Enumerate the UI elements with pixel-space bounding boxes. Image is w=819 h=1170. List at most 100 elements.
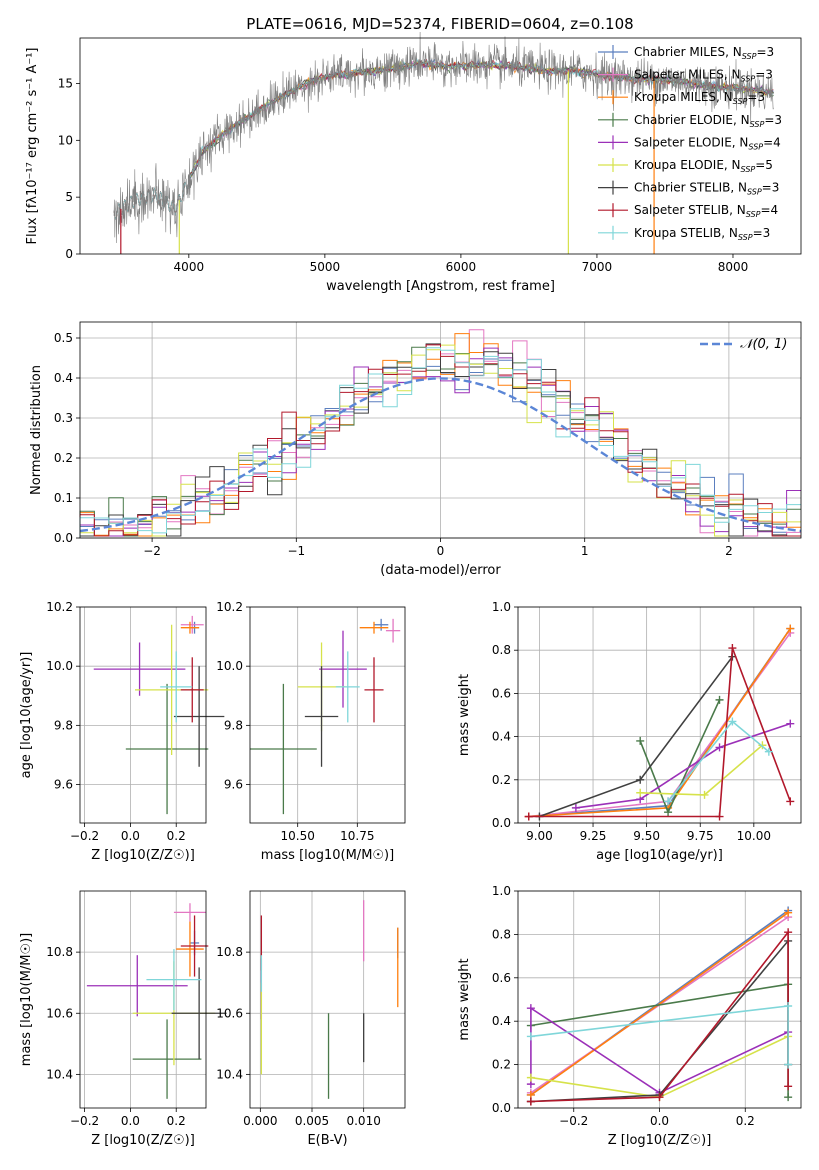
weight_vs_age-ytick-label: 0.4 [492,730,511,744]
age_vs_mass-ytick-label: 10.2 [216,600,243,614]
residuals-ylabel: Normed distribution [29,365,44,495]
age_vs_mass-xtick-label: 10.50 [281,829,315,843]
spectrum-legend-label: Salpeter MILES, NSSP=3 [634,68,773,84]
age_vs_mass-ytick-label: 10.0 [216,659,243,673]
residuals-xtick-label: 2 [725,544,733,558]
residuals-xtick-label: 0 [437,544,445,558]
weight_vs_age-marker [728,717,737,726]
weight_vs_Z-xtick-label: 0.2 [736,1114,755,1128]
mass_vs_Z-xtick-label: 0.2 [167,1114,186,1128]
age_vs_mass-ytick-label: 9.6 [224,778,243,792]
age_vs_Z-ytick-label: 10.0 [46,659,73,673]
weight_vs_Z-xtick-label: 0.0 [650,1114,669,1128]
weight_vs_Z-marker [526,1032,535,1041]
residuals-xtick-label: 1 [581,544,589,558]
weight_vs_age-marker [758,741,767,750]
weight_vs_age-series-salpeter_stelib [528,647,792,818]
weight_vs_age-xtick-label: 9.00 [526,829,553,843]
spectrum-xtick-label: 4000 [174,260,205,274]
residuals-ytick-label: 0.5 [54,331,73,345]
gaussian-reference-curve [79,377,802,533]
spectrum-legend-label: Salpeter ELODIE, NSSP=4 [634,135,781,151]
residual-histogram-chabrier_stelib [79,343,801,538]
mass_vs_Z-frame [79,890,207,1109]
residuals-xtick-label: −1 [287,544,305,558]
weight_vs_Z-marker [784,908,793,917]
spectrum-observed-line [113,31,774,244]
residuals-ytick-label: 0.3 [54,411,73,425]
weight_vs_Z-ytick-label: 0.2 [492,1058,511,1072]
weight_vs_age-marker [524,812,533,821]
residuals-ytick-label: 0.0 [54,531,73,545]
mass_vs_ebv-ytick-label: 10.6 [216,1006,243,1020]
age_vs_Z-ytick-label: 10.2 [46,600,73,614]
weight_vs_Z-marker [784,1002,793,1011]
spectrum-ytick-label: 10 [58,133,73,147]
mass_vs_ebv-frame [249,890,406,1109]
weight_vs_age-ytick-label: 0.6 [492,686,511,700]
spectrum-frame [79,37,802,255]
spectrum-legend-label: Kroupa ELODIE, NSSP=5 [634,158,773,174]
spectrum-ytick-label: 15 [58,76,73,90]
weight_vs_Z-marker [526,1073,535,1082]
weight_vs_age-marker [571,803,580,812]
spectrum-ylabel: Flux [fλ10⁻¹⁷ erg cm⁻² s⁻¹ A⁻¹] [25,48,40,245]
spectrum-legend-label: Salpeter STELIB, NSSP=4 [634,203,778,219]
weight_vs_Z-marker [526,1004,535,1013]
weight_vs_age-marker [664,808,673,817]
mass_vs_ebv-xlabel: E(B-V) [307,1133,347,1148]
spectrum-legend-label: Chabrier STELIB, NSSP=3 [634,181,779,197]
residuals-ytick-label: 0.2 [54,451,73,465]
mass_vs_Z-xlabel: Z [log10(Z/Z☉)] [91,1133,195,1148]
spectrum-xtick-label: 8000 [718,260,749,274]
weight_vs_age-marker [786,797,795,806]
weight_vs_age-marker [636,736,645,745]
spectrum-legend-label: Kroupa STELIB, NSSP=3 [634,226,770,242]
spectrum-xtick-label: 7000 [582,260,613,274]
weight_vs_age-marker [764,747,773,756]
weight_vs_Z-ytick-label: 1.0 [492,884,511,898]
spectrum-xtick-label: 6000 [446,260,477,274]
weight_vs_Z-series-kroupa_miles [530,912,789,1096]
weight_vs_age-ytick-label: 0.0 [492,816,511,830]
mass_vs_Z-ytick-label: 10.4 [46,1067,73,1081]
weight_vs_age-marker [786,719,795,728]
weight_vs_Z-ytick-label: 0.4 [492,1014,511,1028]
weight_vs_age-ytick-label: 0.8 [492,643,511,657]
mass_vs_ebv-xtick-label: 0.010 [346,1114,380,1128]
residual-legend-label: 𝒩(0, 1) [740,337,787,352]
weight_vs_age-marker [700,790,709,799]
weight_vs_age-marker [786,624,795,633]
spectrum-ytick-label: 5 [65,190,73,204]
weight_vs_age-xtick-label: 9.75 [687,829,714,843]
spectrum-xlabel: wavelength [Angstrom, rest frame] [326,279,555,294]
age_vs_Z-xtick-label: −0.2 [70,829,99,843]
spectrum-legend-label: Chabrier ELODIE, NSSP=3 [634,113,782,129]
weight_vs_Z-marker [655,1093,664,1102]
weight_vs_age-xlabel: age [log10(age/yr)] [596,848,723,863]
age_vs_Z-ytick-label: 9.8 [54,718,73,732]
weight_vs_Z-marker [784,1060,793,1069]
age_vs_Z-ylabel: age [log10(age/yr)] [19,652,34,779]
weight_vs_age-marker [715,743,724,752]
age_vs_Z-xtick-label: 0.2 [167,829,186,843]
mass_vs_Z-xtick-label: −0.2 [70,1114,99,1128]
age_vs_Z-xlabel: Z [log10(Z/Z☉)] [91,848,195,863]
age_vs_Z-xtick-label: 0.0 [121,829,140,843]
age_vs_mass-xtick-label: 10.75 [340,829,374,843]
residuals-xtick-label: −2 [143,544,161,558]
spectrum-ytick-label: 0 [65,247,73,261]
weight_vs_Z-marker [784,1082,793,1091]
weight_vs_age-xtick-label: 9.25 [580,829,607,843]
weight_vs_age-series-salpeter_elodie [575,722,791,809]
age_vs_Z-frame [79,606,207,824]
age_vs_Z-ytick-label: 9.6 [54,778,73,792]
weight_vs_Z-ytick-label: 0.8 [492,927,511,941]
weight_vs_Z-marker [784,1093,793,1102]
residual-histogram-kroupa_stelib [79,347,801,538]
weight_vs_age-ytick-label: 0.2 [492,773,511,787]
weight_vs_Z-ytick-label: 0.6 [492,971,511,985]
mass_vs_Z-ytick-label: 10.6 [46,1006,73,1020]
mass_vs_ebv-ytick-label: 10.8 [216,945,243,959]
